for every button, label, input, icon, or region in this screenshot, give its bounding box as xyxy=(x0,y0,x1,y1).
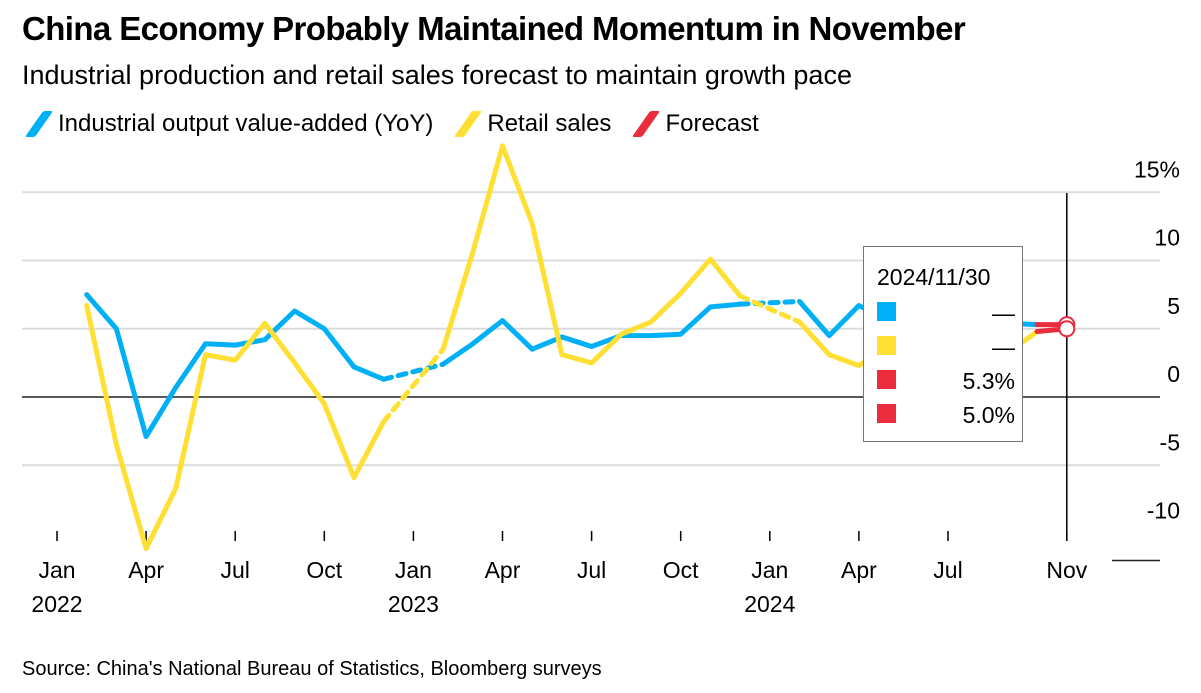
tooltip-row-forecast-industrial: 5.3% xyxy=(877,368,1015,394)
x-tick-label: Jul xyxy=(933,557,962,583)
x-tick-year: 2023 xyxy=(388,591,439,617)
x-axis: Jan 2022 Apr Jul Oct Jan 2023 Apr Jul Oct Jan 2024 A… xyxy=(31,531,1088,617)
x-tick-label: Oct xyxy=(663,557,699,583)
x-tick-label: Jul xyxy=(577,557,606,583)
series-gap-dashed xyxy=(737,298,802,307)
series-gap-dashed xyxy=(381,361,446,382)
y-tick-label: 0 xyxy=(1167,361,1180,387)
x-tick-label: Apr xyxy=(485,557,521,583)
x-tick-year: 2024 xyxy=(744,591,795,617)
series-line xyxy=(84,292,387,440)
forecast-marker xyxy=(1034,193,1076,541)
chart-subtitle: Industrial production and retail sales f… xyxy=(22,60,852,90)
forecast-point xyxy=(1058,320,1076,338)
x-tick-label: Jan xyxy=(395,557,432,583)
x-tick-label: Jan xyxy=(751,557,788,583)
series-gap-dashed xyxy=(737,293,802,325)
legend-label: Retail sales xyxy=(487,110,612,137)
hover-tooltip: 2024/11/30 — — 5.3% 5.0% xyxy=(863,246,1023,442)
tooltip-value: — xyxy=(992,334,1015,360)
x-tick-label: Jul xyxy=(220,557,249,583)
x-tick-label: Apr xyxy=(128,557,164,583)
x-tick-label: Nov xyxy=(1046,557,1087,583)
source-note: Source: China's National Bureau of Stati… xyxy=(22,658,602,680)
legend: Industrial output value-added (YoY) Reta… xyxy=(22,110,777,138)
legend-label: Industrial output value-added (YoY) xyxy=(58,110,434,137)
series-line xyxy=(84,303,387,552)
tooltip-row-forecast-retail: 5.0% xyxy=(877,402,1015,428)
series-line xyxy=(440,143,743,366)
x-tick-label: Oct xyxy=(306,557,342,583)
color-swatch xyxy=(877,302,896,321)
y-tick-label: 15% xyxy=(1134,156,1180,182)
tooltip-row-retail: — xyxy=(877,334,1015,360)
legend-item-retail[interactable]: Retail sales xyxy=(451,110,611,138)
legend-item-industrial[interactable]: Industrial output value-added (YoY) xyxy=(22,110,433,138)
color-swatch xyxy=(877,404,896,423)
tooltip-value: — xyxy=(992,300,1015,326)
chart-title: China Economy Probably Maintained Moment… xyxy=(22,10,966,47)
legend-label: Forecast xyxy=(665,110,759,137)
color-swatch xyxy=(877,336,896,355)
y-tick-label: -5 xyxy=(1160,429,1180,455)
tooltip-value: 5.3% xyxy=(962,368,1015,394)
y-tick-label: 5 xyxy=(1167,293,1180,319)
color-swatch xyxy=(877,370,896,389)
series-retail xyxy=(84,143,1040,552)
y-tick-label: 10 xyxy=(1154,225,1180,251)
y-tick-label: -10 xyxy=(1147,498,1180,524)
series-gap-dashed xyxy=(381,346,446,425)
y-axis: 15% 10 5 0 -5 -10 xyxy=(1134,156,1180,523)
x-tick-label: Jan xyxy=(38,557,75,583)
tooltip-date: 2024/11/30 xyxy=(877,264,991,290)
legend-item-forecast[interactable]: Forecast xyxy=(629,110,759,138)
tooltip-value: 5.0% xyxy=(962,402,1015,428)
x-tick-label: Apr xyxy=(841,557,877,583)
tooltip-row-industrial: — xyxy=(877,300,1015,326)
series-line xyxy=(440,301,743,367)
x-tick-year: 2022 xyxy=(31,591,82,617)
